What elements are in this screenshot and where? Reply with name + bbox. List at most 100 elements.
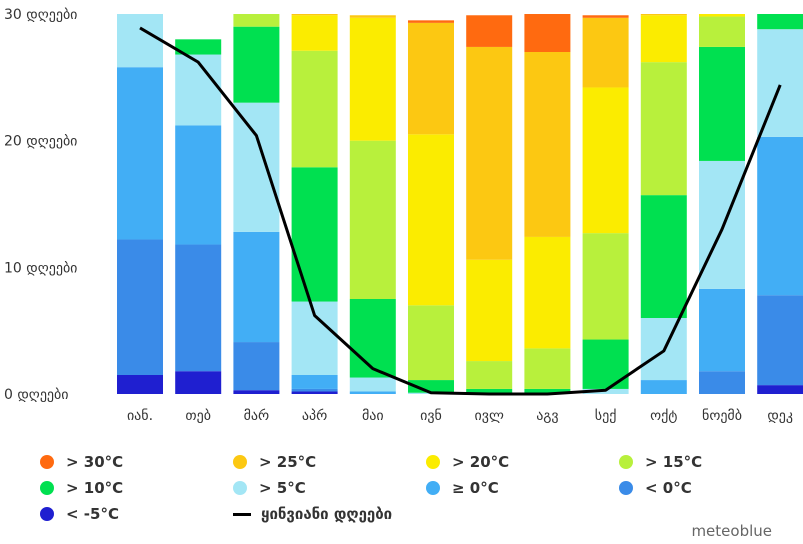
- bar-segment: [524, 388, 571, 393]
- bar-segment: [757, 295, 803, 386]
- legend-label: > 25°C: [259, 453, 317, 471]
- legend-color-swatch: [233, 455, 247, 469]
- bar-segment: [466, 388, 513, 393]
- bar-segment: [349, 15, 396, 18]
- legend-item[interactable]: < -5°C: [40, 502, 233, 526]
- bar-segment: [466, 15, 513, 47]
- legend-label: < -5°C: [66, 505, 119, 523]
- bar-segment: [757, 385, 803, 394]
- bar-segment: [466, 46, 513, 260]
- bar-segment: [524, 52, 571, 237]
- x-tick-label: აპრ: [302, 407, 327, 424]
- legend-item[interactable]: ყინვიანი დღეები: [233, 502, 426, 526]
- legend-label: > 15°C: [645, 453, 703, 471]
- bar-segment: [175, 54, 222, 126]
- legend-label: > 30°C: [66, 453, 124, 471]
- bar-segment: [408, 20, 454, 23]
- bar-segment: [291, 375, 338, 389]
- bar-segment: [582, 339, 629, 389]
- chart-legend: > 30°C > 25°C > 20°C > 15°C > 10°C > 5°C ≥ 0°C…: [40, 450, 800, 526]
- bar-segment: [233, 231, 280, 343]
- legend-item[interactable]: < 0°C: [619, 476, 800, 500]
- bar-segment: [117, 14, 163, 68]
- bar-segment: [640, 380, 687, 394]
- y-tick-label: 10 დღეები: [4, 260, 77, 276]
- bar-segment: [291, 391, 338, 394]
- bar-segment: [233, 26, 280, 103]
- bar-segment: [699, 160, 745, 289]
- bar-segment: [175, 371, 222, 394]
- bar-segment: [699, 16, 745, 47]
- x-tick-label: ნოემბ: [702, 408, 742, 424]
- legend-item[interactable]: > 5°C: [233, 476, 426, 500]
- bar-segment: [408, 134, 454, 306]
- bar-segment: [291, 388, 338, 392]
- legend-color-swatch: [619, 455, 633, 469]
- bar-segment: [349, 299, 396, 378]
- legend-item[interactable]: > 10°C: [40, 476, 233, 500]
- legend-color-swatch: [426, 481, 440, 495]
- frost-days-line: [139, 26, 782, 396]
- legend-item[interactable]: > 25°C: [233, 450, 426, 474]
- legend-label: < 0°C: [645, 479, 692, 497]
- x-tick-label: ივნ: [420, 408, 442, 424]
- legend-label: > 5°C: [259, 479, 306, 497]
- legend-item[interactable]: > 20°C: [426, 450, 619, 474]
- bar-segment: [117, 67, 163, 240]
- x-tick-label: სექ: [595, 408, 617, 424]
- bar-segment: [233, 102, 280, 232]
- legend-item[interactable]: > 15°C: [619, 450, 800, 474]
- x-tick-label: მარ: [244, 407, 270, 424]
- bar-segment: [757, 29, 803, 137]
- bar-segment: [757, 136, 803, 296]
- legend-item[interactable]: ≥ 0°C: [426, 476, 619, 500]
- legend-label: > 20°C: [452, 453, 510, 471]
- legend-color-swatch: [619, 481, 633, 495]
- x-tick-label: თებ: [185, 408, 211, 424]
- bar-segment: [640, 62, 687, 196]
- x-tick-label: ივლ: [475, 408, 504, 424]
- legend-color-swatch: [233, 481, 247, 495]
- bar-segment: [408, 22, 454, 135]
- bar-segment: [582, 15, 629, 18]
- bar-segment: [117, 239, 163, 375]
- bar-segment: [640, 195, 687, 318]
- legend-item[interactable]: > 30°C: [40, 450, 233, 474]
- bar-segment: [291, 50, 338, 168]
- bar-segment: [582, 17, 629, 88]
- legend-label: > 10°C: [66, 479, 124, 497]
- y-tick-label: 30 დღეები: [4, 7, 77, 23]
- bar-segment: [699, 371, 745, 394]
- bar-segment: [408, 305, 454, 381]
- bar-segment: [699, 14, 745, 17]
- y-tick-label: 20 დღეები: [4, 134, 77, 150]
- bar-segment: [291, 15, 338, 51]
- bar-segment: [524, 14, 571, 52]
- bar-segment: [582, 87, 629, 234]
- legend-color-swatch: [40, 481, 54, 495]
- bar-segment: [699, 46, 745, 161]
- bar-segment: [524, 348, 571, 389]
- bar-segment: [175, 244, 222, 372]
- meteoblue-credit[interactable]: meteoblue: [691, 522, 772, 540]
- bar-segment: [349, 140, 396, 299]
- bar-segment: [233, 390, 280, 394]
- bar-segment: [582, 233, 629, 340]
- bar-segment: [233, 342, 280, 391]
- bar-segment: [175, 39, 222, 55]
- bar-segment: [640, 15, 687, 63]
- x-tick-label: იან.: [127, 408, 153, 424]
- bar-segment: [291, 14, 338, 16]
- bar-segment: [524, 236, 571, 349]
- legend-label: ≥ 0°C: [452, 479, 499, 497]
- x-tick-label: ოქტ: [650, 408, 677, 424]
- legend-label: ყინვიანი დღეები: [261, 505, 393, 523]
- bar-segment: [117, 375, 163, 394]
- bar-segment: [233, 14, 280, 27]
- bar-segment: [291, 167, 338, 302]
- legend-color-swatch: [40, 507, 54, 521]
- bar-segment: [757, 14, 803, 30]
- bar-segment: [349, 377, 396, 392]
- x-tick-label: აგვ: [536, 408, 558, 424]
- bar-segment: [349, 391, 396, 394]
